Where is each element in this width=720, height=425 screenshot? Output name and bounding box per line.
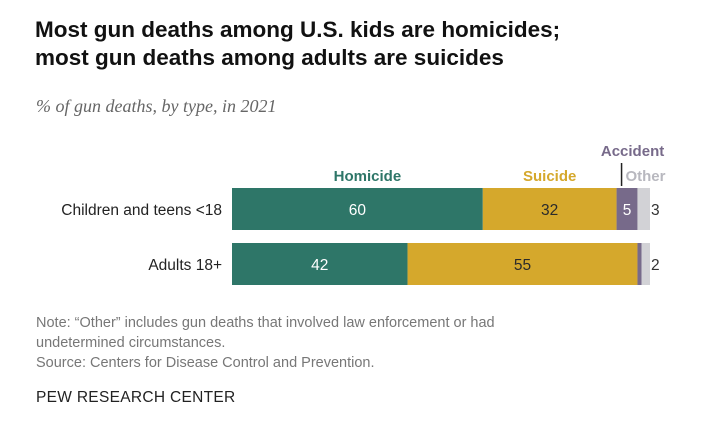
value-label-homicide-adults-18: 42: [311, 257, 328, 274]
brand-footer: PEW RESEARCH CENTER: [36, 389, 236, 406]
bar-suicide-adults-18: [407, 243, 638, 285]
value-label-suicide-children-and-teens-18: 32: [541, 202, 558, 219]
bar-accident-adults-18: [637, 243, 642, 285]
note-line-1: Note: “Other” includes gun deaths that i…: [36, 315, 495, 331]
value-label-other-children-and-teens-18: 3: [651, 202, 660, 219]
chart-title: Most gun deaths among U.S. kids are homi…: [35, 16, 705, 72]
chart-subtitle: % of gun deaths, by type, in 2021: [36, 96, 277, 116]
value-label-other-adults-18: 2: [651, 257, 660, 274]
source-line: Source: Centers for Disease Control and …: [36, 355, 375, 371]
bar-suicide-children-and-teens-18: [482, 188, 617, 230]
category-label-children-and-teens-18: Children and teens <18: [61, 202, 222, 219]
title-line-1: Most gun deaths among U.S. kids are homi…: [35, 17, 561, 42]
bar-homicide-children-and-teens-18: [232, 188, 483, 230]
value-label-accident-children-and-teens-18: 5: [623, 202, 632, 219]
legend-suicide: Suicide: [523, 168, 576, 185]
category-label-adults-18: Adults 18+: [148, 257, 222, 274]
bar-other-children-and-teens-18: [637, 188, 650, 230]
value-label-homicide-children-and-teens-18: 60: [349, 202, 367, 219]
legend-accident: Accident: [601, 143, 664, 160]
value-label-suicide-adults-18: 55: [514, 257, 531, 274]
bar-homicide-adults-18: [232, 243, 408, 285]
title-line-2: most gun deaths among adults are suicide…: [35, 45, 504, 70]
legend-homicide: Homicide: [334, 168, 402, 185]
chart-note: Note: “Other” includes gun deaths that i…: [36, 313, 686, 373]
legend-other: Other: [625, 168, 665, 185]
note-line-2: undetermined circumstances.: [36, 335, 226, 351]
bar-accident-children-and-teens-18: [616, 188, 638, 230]
bar-other-adults-18: [641, 243, 650, 285]
